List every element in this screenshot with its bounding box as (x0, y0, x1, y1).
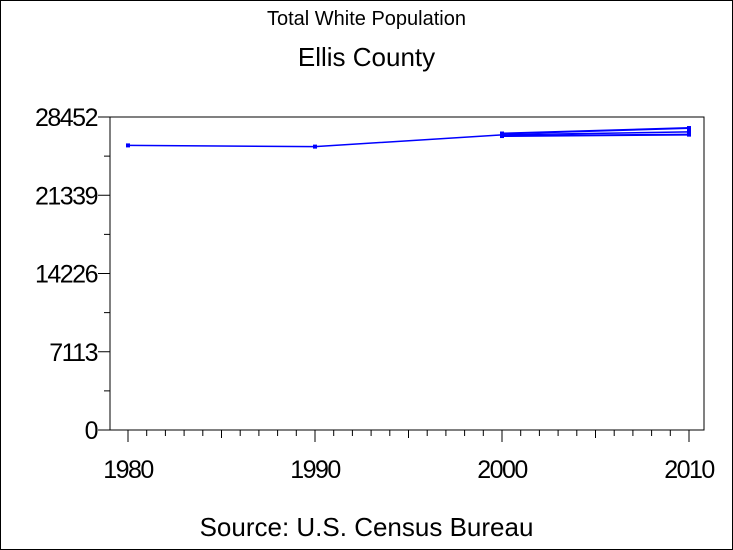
plot-area (109, 116, 705, 431)
data-point (313, 144, 317, 149)
y-tick-label: 14226 (35, 261, 98, 289)
x-axis: 1980 1990 2000 2010 (103, 430, 716, 484)
chart-title: Total White Population (266, 8, 466, 30)
y-tick-label: 21339 (35, 182, 98, 210)
series-line (127, 131, 690, 148)
series-line (501, 127, 690, 135)
series-group (126, 126, 691, 149)
x-tick-label: 2010 (664, 456, 714, 484)
data-point (126, 143, 130, 148)
data-point (500, 134, 504, 139)
series-line (501, 133, 690, 138)
y-tick-label: 7113 (49, 339, 97, 367)
y-tick-label: 0 (85, 417, 98, 445)
x-tick-label: 2000 (477, 456, 527, 484)
chart-subtitle: Ellis County (297, 42, 436, 72)
x-tick-label: 1990 (290, 456, 340, 484)
data-point (687, 132, 691, 137)
y-axis: 0 7113 14226 21339 28452 (35, 104, 110, 445)
data-point (687, 126, 691, 131)
x-tick-label: 1980 (103, 456, 153, 484)
data-point (687, 129, 691, 134)
y-tick-label: 28452 (35, 104, 98, 132)
source-note: Source: U.S. Census Bureau (199, 512, 534, 542)
data-point (500, 131, 504, 136)
